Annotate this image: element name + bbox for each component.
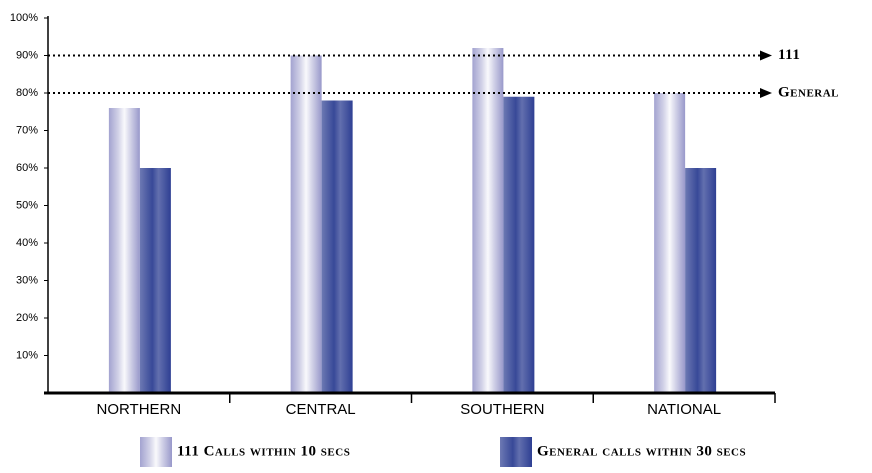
x-tick-label: NATIONAL — [647, 401, 721, 418]
bar — [321, 100, 353, 393]
bar — [503, 96, 535, 393]
bar — [654, 93, 686, 393]
reference-label: General — [778, 84, 839, 100]
y-tick-label: 20% — [16, 312, 38, 324]
x-tick-label: NORTHERN — [97, 401, 182, 418]
y-tick-label: 40% — [16, 237, 38, 249]
bar — [108, 108, 140, 393]
y-tick-label: 10% — [16, 349, 38, 361]
y-tick-label: 30% — [16, 274, 38, 286]
y-tick-label: 60% — [16, 162, 38, 174]
bar — [290, 55, 322, 393]
y-tick-label: 70% — [16, 124, 38, 136]
y-tick-label: 90% — [16, 49, 38, 61]
arrow-head — [760, 88, 772, 98]
y-tick-label: 50% — [16, 199, 38, 211]
bar — [472, 48, 504, 393]
y-tick-label: 100% — [10, 12, 38, 24]
legend-label: 111 Calls within 10 secs — [177, 443, 350, 459]
bar — [139, 168, 171, 393]
x-tick-label: SOUTHERN — [460, 401, 544, 418]
legend-swatch — [500, 437, 532, 467]
y-tick-label: 80% — [16, 87, 38, 99]
reference-label: 111 — [778, 47, 800, 63]
legend-label: General calls within 30 secs — [537, 443, 746, 459]
legend-swatch — [140, 437, 172, 467]
x-tick-label: CENTRAL — [286, 401, 356, 418]
bar — [685, 168, 717, 393]
arrow-head — [760, 50, 772, 61]
